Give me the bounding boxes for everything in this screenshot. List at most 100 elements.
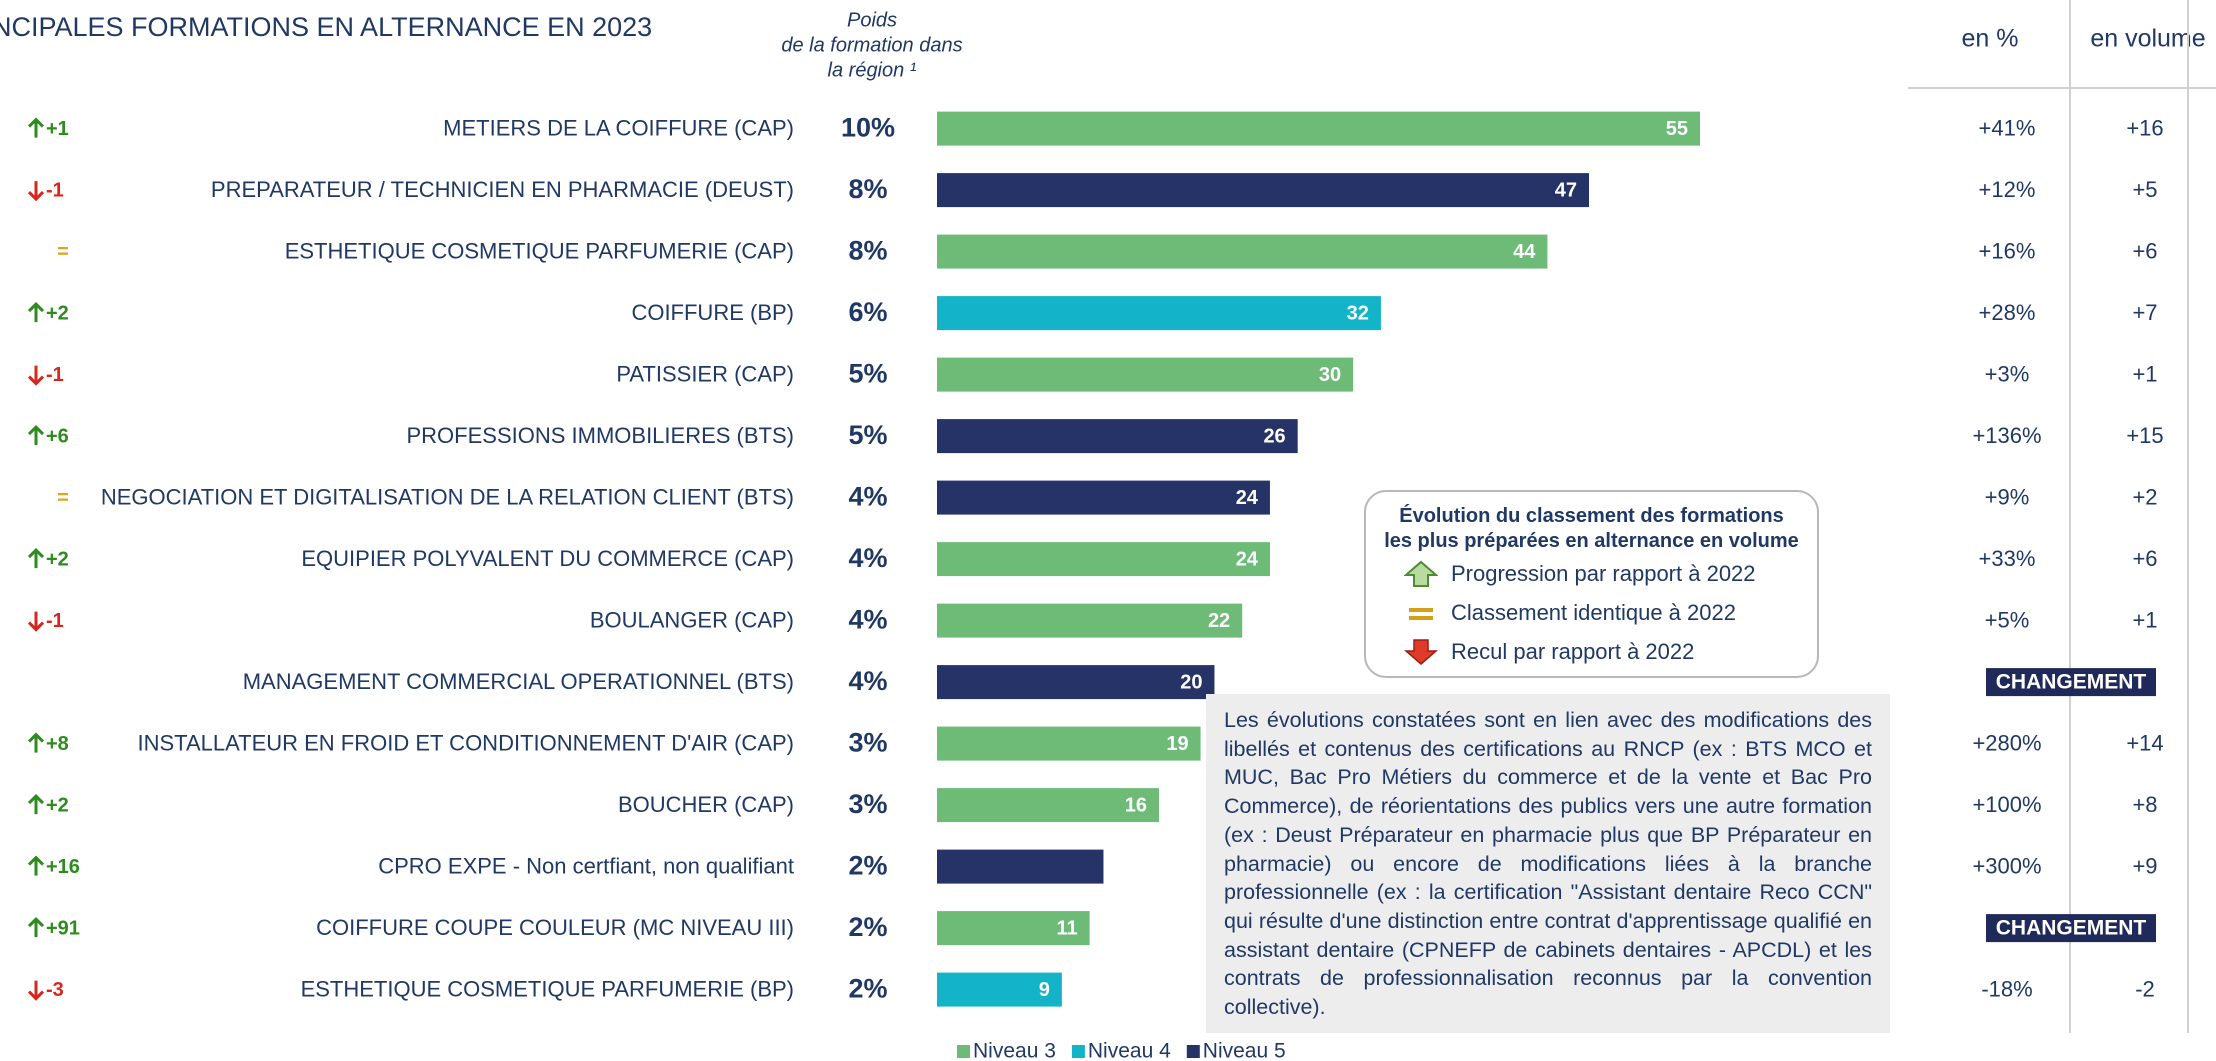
bar	[937, 972, 1062, 1007]
legend-title-line: Évolution du classement des formations	[1399, 505, 1784, 527]
evol-pct: +12%	[1979, 177, 2036, 202]
evol-vol: +5	[2132, 177, 2157, 202]
rank-arrow	[27, 916, 45, 938]
rank-change: +16	[46, 856, 80, 878]
category-label: PATISSIER (CAP)	[616, 361, 794, 386]
weight: 4%	[848, 482, 887, 512]
category-label: EQUIPIER POLYVALENT DU COMMERCE (CAP)	[301, 546, 794, 571]
evol-vol: -2	[2135, 976, 2155, 1001]
evol-vol: +16	[2126, 115, 2163, 140]
bar	[937, 542, 1270, 577]
category-label: METIERS DE LA COIFFURE (CAP)	[443, 115, 794, 140]
rank-arrow	[27, 117, 45, 138]
category-label: COIFFURE COUPE COULEUR (MC NIVEAU III)	[316, 915, 794, 940]
weight: 3%	[848, 789, 887, 819]
rank-change: +2	[46, 302, 69, 324]
value-label: 19	[1166, 733, 1188, 755]
bar	[937, 173, 1590, 208]
bar	[937, 234, 1548, 269]
rank-arrow	[27, 181, 45, 202]
rank-change: +8	[46, 733, 69, 755]
legend-item: Recul par rapport à 2022	[1366, 632, 1817, 671]
evol-pct: +3%	[1985, 361, 2030, 386]
legend-text: Recul par rapport à 2022	[1451, 639, 1695, 664]
rank-change: -1	[46, 610, 64, 632]
bar	[937, 480, 1270, 515]
weight: 4%	[848, 605, 887, 635]
rank-legend: Évolution du classement des formations le…	[1364, 490, 1819, 678]
category-label: BOULANGER (CAP)	[590, 607, 794, 632]
category-label: BOUCHER (CAP)	[618, 792, 794, 817]
value-label: 44	[1513, 241, 1536, 263]
bar	[937, 726, 1201, 761]
legend-label: Niveau 4	[1088, 1040, 1171, 1061]
legend-item: Classement identique à 2022	[1366, 593, 1817, 632]
weight: 2%	[848, 974, 887, 1004]
icon	[1409, 608, 1433, 620]
rank-arrow	[27, 365, 45, 386]
value-label: 20	[1180, 671, 1202, 693]
legend-title: Évolution du classement des formations le…	[1366, 504, 1817, 554]
rank-change: =	[57, 241, 69, 263]
evol-vol: +7	[2132, 300, 2157, 325]
bar	[937, 603, 1243, 638]
bar	[937, 911, 1090, 946]
category-label: PREPARATEUR / TECHNICIEN EN PHARMACIE (D…	[211, 177, 794, 202]
evol-pct: +33%	[1979, 546, 2036, 571]
weight: 8%	[848, 174, 887, 204]
rank-change: +91	[46, 917, 80, 939]
evol-pct: +28%	[1979, 300, 2036, 325]
weight: 2%	[848, 851, 887, 881]
icon	[1404, 560, 1438, 587]
value-label: 47	[1555, 179, 1577, 201]
rank-arrow	[27, 301, 45, 323]
rank-arrow	[27, 980, 45, 1001]
evol-pct: +100%	[1972, 792, 2041, 817]
weight-header: de la formation dans	[781, 34, 962, 56]
value-label: 16	[1125, 794, 1147, 816]
rank-change: +2	[46, 794, 69, 816]
value-label: 22	[1208, 610, 1230, 632]
weight-header: Poids	[847, 9, 897, 31]
rank-change: +1	[46, 118, 69, 140]
legend-swatch	[1071, 1045, 1085, 1058]
rank-change: -3	[46, 979, 64, 1001]
rank-arrow	[27, 611, 45, 632]
weight: 6%	[848, 297, 887, 327]
legend-swatch	[957, 1045, 970, 1058]
legend-label: Niveau 3	[973, 1040, 1056, 1061]
rank-change: +6	[46, 425, 69, 447]
change-box	[1986, 914, 2156, 943]
rank-arrow	[27, 793, 45, 815]
vol-header: en volume	[2090, 25, 2205, 53]
legend-text: Classement identique à 2022	[1451, 600, 1736, 625]
evol-pct: +16%	[1979, 238, 2036, 263]
evol-vol: +6	[2132, 238, 2157, 263]
bar	[937, 788, 1159, 823]
evol-pct: +5%	[1985, 607, 2030, 632]
change-box	[1986, 668, 2156, 697]
rank-arrow	[27, 424, 45, 446]
evol-vol: +15	[2126, 423, 2163, 448]
weight: 8%	[848, 236, 887, 266]
weight: 5%	[848, 359, 887, 389]
bar	[937, 357, 1354, 392]
category-label: COIFFURE (BP)	[631, 300, 794, 325]
category-label: ESTHETIQUE COSMETIQUE PARFUMERIE (CAP)	[285, 238, 794, 263]
rank-arrow	[27, 855, 45, 876]
icon	[1404, 639, 1438, 665]
rank-change: -1	[46, 364, 64, 386]
value-label: 24	[1236, 487, 1259, 509]
evol-vol: +9	[2132, 853, 2157, 878]
evol-vol: +8	[2132, 792, 2157, 817]
value-label: 9	[1039, 979, 1050, 1001]
category-label: CPRO EXPE - Non certfiant, non qualifian…	[378, 853, 794, 878]
rank-change: =	[57, 487, 69, 509]
weight: 4%	[848, 543, 887, 573]
bar	[937, 665, 1215, 700]
evol-vol: +1	[2132, 607, 2157, 632]
bar	[937, 296, 1381, 331]
change-label: CHANGEMENT	[1996, 671, 2147, 694]
value-label: 26	[1263, 425, 1285, 447]
bar	[937, 111, 1700, 146]
